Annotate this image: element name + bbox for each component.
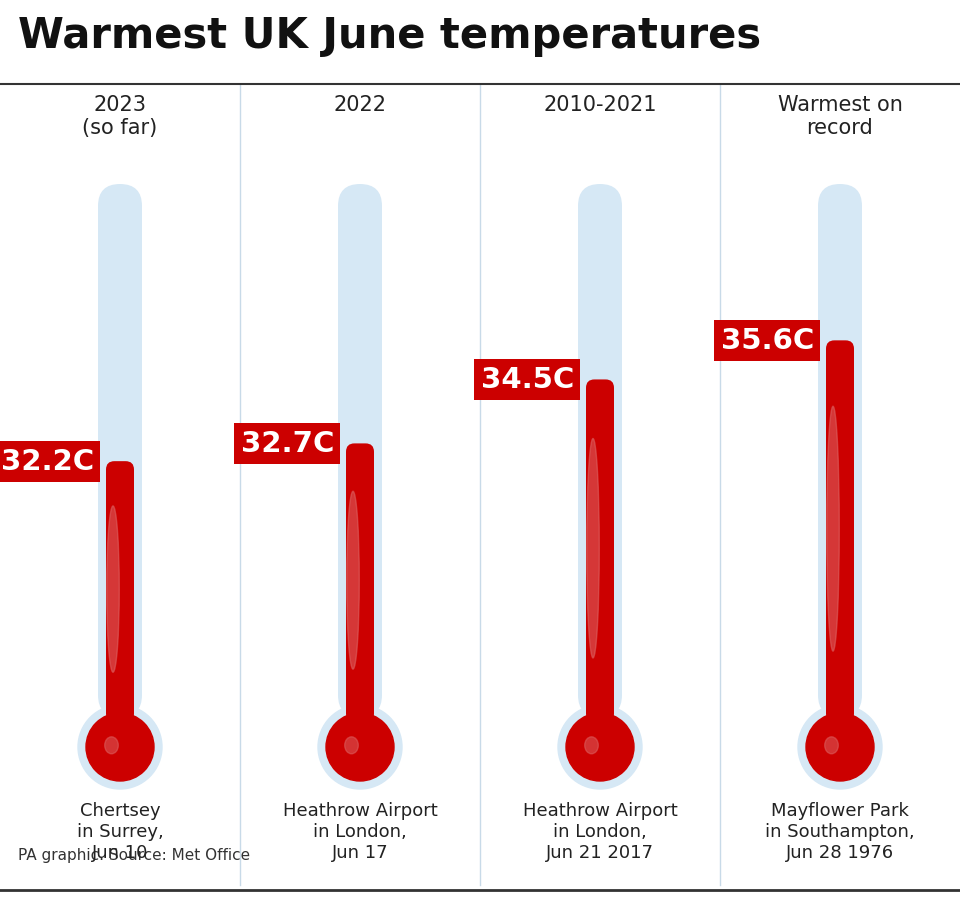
- FancyBboxPatch shape: [98, 185, 142, 717]
- Text: 2022: 2022: [333, 95, 387, 115]
- Text: 35.6C: 35.6C: [721, 327, 814, 355]
- Text: 32.7C: 32.7C: [241, 430, 334, 458]
- Circle shape: [798, 705, 882, 789]
- Text: 34.5C: 34.5C: [481, 366, 574, 394]
- Text: Heathrow Airport
in London,
Jun 21 2017: Heathrow Airport in London, Jun 21 2017: [522, 801, 678, 861]
- Text: Mayflower Park
in Southampton,
Jun 28 1976: Mayflower Park in Southampton, Jun 28 19…: [765, 801, 915, 861]
- Text: PA graphic. Source: Met Office: PA graphic. Source: Met Office: [18, 847, 251, 862]
- Ellipse shape: [105, 737, 118, 754]
- FancyBboxPatch shape: [826, 341, 854, 723]
- Ellipse shape: [347, 492, 359, 669]
- Text: 2023
(so far): 2023 (so far): [83, 95, 157, 138]
- Text: Warmest UK June temperatures: Warmest UK June temperatures: [18, 15, 761, 57]
- Circle shape: [86, 713, 154, 781]
- Circle shape: [318, 705, 402, 789]
- Circle shape: [78, 705, 162, 789]
- Text: Chertsey
in Surrey,
Jun 10: Chertsey in Surrey, Jun 10: [77, 801, 163, 861]
- FancyBboxPatch shape: [346, 444, 374, 723]
- Ellipse shape: [345, 737, 358, 754]
- Ellipse shape: [827, 407, 839, 651]
- Circle shape: [806, 713, 874, 781]
- FancyBboxPatch shape: [818, 185, 862, 717]
- Ellipse shape: [587, 439, 599, 658]
- Text: 2010-2021: 2010-2021: [543, 95, 657, 115]
- Text: Heathrow Airport
in London,
Jun 17: Heathrow Airport in London, Jun 17: [282, 801, 438, 861]
- Ellipse shape: [825, 737, 838, 754]
- Ellipse shape: [107, 506, 119, 673]
- Ellipse shape: [585, 737, 598, 754]
- FancyBboxPatch shape: [106, 462, 134, 723]
- Text: Warmest on
record: Warmest on record: [778, 95, 902, 138]
- FancyBboxPatch shape: [586, 380, 614, 723]
- Text: 32.2C: 32.2C: [1, 447, 94, 475]
- FancyBboxPatch shape: [578, 185, 622, 717]
- Circle shape: [558, 705, 642, 789]
- Circle shape: [326, 713, 394, 781]
- FancyBboxPatch shape: [338, 185, 382, 717]
- Circle shape: [566, 713, 634, 781]
